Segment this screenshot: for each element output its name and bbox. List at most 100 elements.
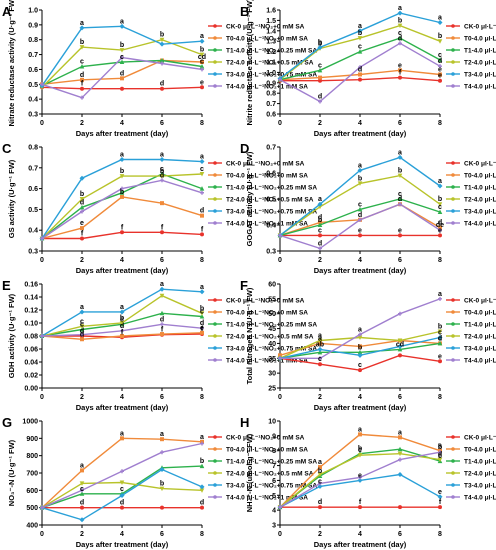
y-tick-label: 40 xyxy=(268,341,276,348)
legend-marker xyxy=(213,72,217,76)
y-tick-label: 0.4 xyxy=(28,97,38,104)
significance-letter: c xyxy=(80,322,84,329)
data-point xyxy=(317,222,323,227)
x-axis-label: Days after treatment (day) xyxy=(314,129,407,138)
legend-label: T0-4.0 μl·L⁻¹NO₂+0 mM SA xyxy=(464,35,496,42)
legend-label: T4-4.0 μl·L⁻¹NO₂+1 mM SA xyxy=(464,494,496,501)
data-point xyxy=(357,181,363,186)
significance-letter: a xyxy=(438,443,442,450)
data-point xyxy=(358,475,362,480)
data-point xyxy=(438,72,442,77)
data-point xyxy=(119,59,125,64)
legend-marker xyxy=(213,209,217,213)
significance-letter: d xyxy=(318,94,322,101)
x-tick-label: 2 xyxy=(318,531,322,538)
data-point xyxy=(200,213,204,218)
significance-letter: c xyxy=(200,166,204,173)
data-point xyxy=(438,64,442,69)
significance-letter: f xyxy=(399,70,402,77)
panel-G: 400 500 600 700 800 900 1000 0 2 4 6 8 Days after tr… xyxy=(2,415,317,549)
significance-letter: e xyxy=(438,73,442,80)
x-tick-label: 4 xyxy=(358,531,362,538)
data-point xyxy=(199,38,205,44)
data-point xyxy=(278,77,282,82)
significance-letter: b xyxy=(398,18,402,25)
significance-letter: c xyxy=(438,52,442,59)
legend-marker xyxy=(213,310,217,314)
panel-letter: G xyxy=(2,415,12,430)
data-point xyxy=(397,343,403,349)
significance-letter: a xyxy=(318,335,322,342)
significance-letter: c xyxy=(318,478,322,485)
data-point xyxy=(318,465,322,470)
y-tick-label: 45 xyxy=(268,326,276,333)
significance-letter: d xyxy=(438,58,442,65)
significance-letter: a xyxy=(160,281,164,288)
data-point xyxy=(358,72,362,77)
y-tick-label: 0.3 xyxy=(266,249,276,256)
y-axis-label: GOGAT activity (U·g⁻¹ FW) xyxy=(245,151,254,246)
legend-marker xyxy=(451,435,455,439)
y-tick-label: 0.16 xyxy=(24,282,38,289)
data-point xyxy=(200,441,204,446)
y-tick-label: 1000 xyxy=(22,419,38,426)
x-axis-label: Days after treatment (day) xyxy=(76,403,169,412)
y-tick-label: 0.08 xyxy=(24,334,38,341)
y-tick-label: 1.0 xyxy=(266,70,276,77)
significance-letter: a xyxy=(358,23,362,30)
legend-label: T2-4.0 μl·L⁻¹NO₂+0.5 mM SA xyxy=(226,333,314,340)
data-point xyxy=(159,174,165,179)
significance-letter: f xyxy=(161,327,164,334)
data-point xyxy=(80,468,84,473)
significance-letter: f xyxy=(161,224,164,231)
data-point xyxy=(79,324,85,329)
significance-letter: c xyxy=(120,54,124,61)
significance-letter: b xyxy=(358,175,362,182)
data-point xyxy=(160,201,164,206)
data-point xyxy=(80,95,84,100)
data-point xyxy=(398,435,402,440)
significance-letter: c xyxy=(160,166,164,173)
significance-letter: b xyxy=(200,458,204,465)
legend: CK-0 μl·L⁻¹NO₂+0 mM SA T0-4.0 μl·L⁻¹NO₂+0… xyxy=(446,434,496,501)
x-tick-label: 4 xyxy=(120,120,124,127)
data-point xyxy=(80,226,84,231)
significance-letter: b xyxy=(80,39,84,46)
y-tick-label: 0.14 xyxy=(24,295,38,302)
significance-letter: a xyxy=(80,462,84,469)
x-tick-label: 2 xyxy=(80,257,84,264)
significance-letter: d xyxy=(398,196,402,203)
data-point xyxy=(357,49,363,54)
legend-label: T1-4.0 μl·L⁻¹NO₂+0.25 mM SA xyxy=(226,184,317,191)
significance-letter: d xyxy=(318,214,322,221)
significance-letter: d xyxy=(200,500,204,507)
legend-label: T2-4.0 μl·L⁻¹NO₂+0.5 mM SA xyxy=(464,333,496,340)
legend-label: T4-4.0 μl·L⁻¹NO₂+1 mM SA xyxy=(464,83,496,90)
legend-label: T0-4.0 μl·L⁻¹NO₂+0 mM SA xyxy=(464,309,496,316)
y-tick-label: 10 xyxy=(268,419,276,426)
legend-marker xyxy=(213,447,217,451)
x-tick-label: 8 xyxy=(438,531,442,538)
data-point xyxy=(199,314,205,319)
data-point xyxy=(318,356,322,361)
y-tick-label: 900 xyxy=(26,436,38,443)
panel-letter: A xyxy=(2,4,12,19)
legend-label: T3-4.0 μl·L⁻¹NO₂+0.75 mM SA xyxy=(464,482,496,489)
legend-label: CK-0 μl·L⁻¹NO₂+0 mM SA xyxy=(464,160,496,167)
data-point xyxy=(120,505,124,510)
series-line xyxy=(41,442,203,509)
data-point xyxy=(438,505,442,510)
legend-marker xyxy=(213,185,217,189)
y-tick-label: 30 xyxy=(268,371,276,378)
significance-letter: a xyxy=(438,14,442,21)
significance-letter: e xyxy=(200,79,204,86)
data-point xyxy=(200,190,204,195)
legend-label: T3-4.0 μl·L⁻¹NO₂+0.75 mM SA xyxy=(464,71,496,78)
significance-letter: c xyxy=(438,329,442,336)
panel-C: 0.3 0.4 0.5 0.6 0.7 0.8 0 2 4 6 8 Days after treatm… xyxy=(2,141,317,275)
x-tick-label: 6 xyxy=(398,394,402,401)
significance-letter: b xyxy=(318,468,322,475)
data-point xyxy=(159,156,165,162)
data-point xyxy=(120,76,124,81)
legend-label: T0-4.0 μl·L⁻¹NO₂+0 mM SA xyxy=(226,35,308,42)
